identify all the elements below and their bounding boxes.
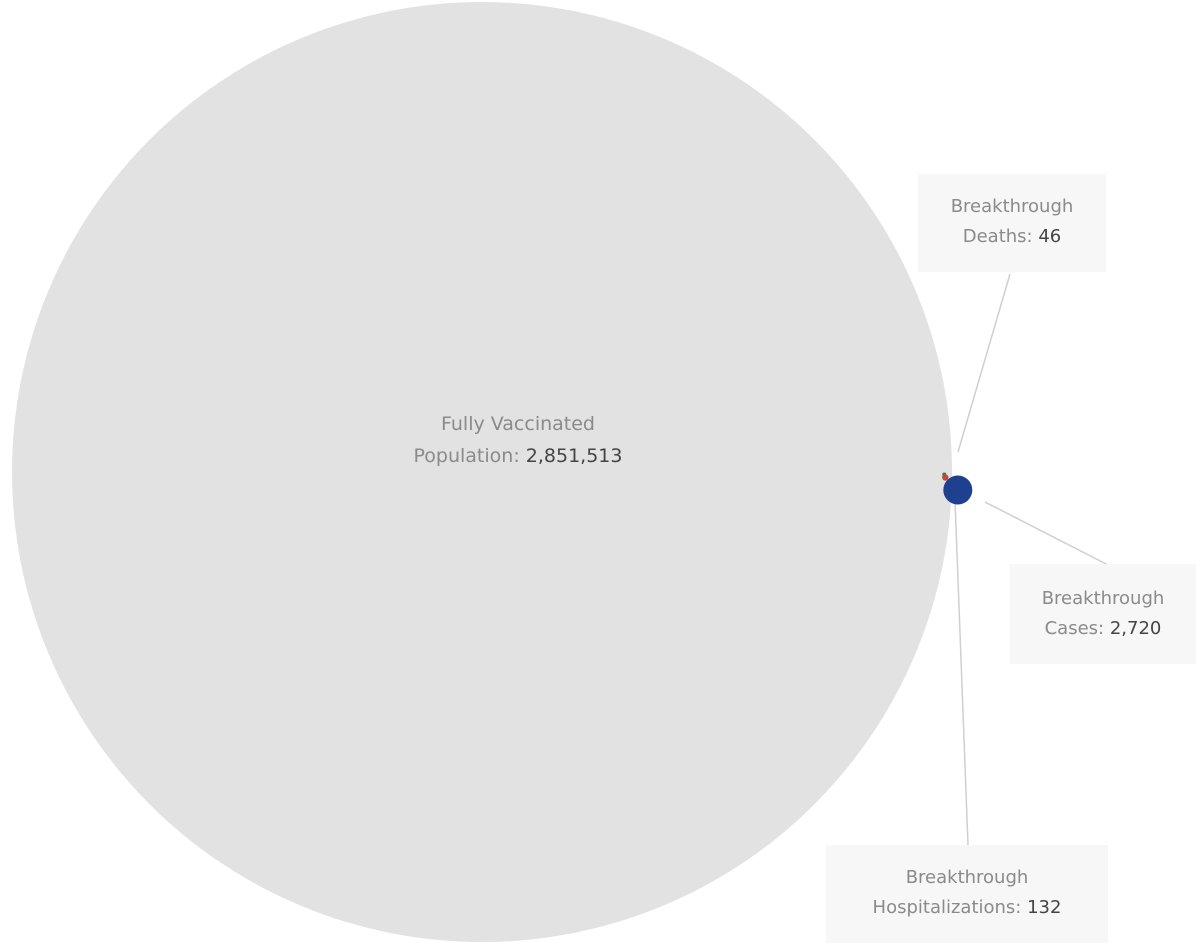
population-label-prefix: Population:: [413, 445, 520, 467]
population-bubble[interactable]: [12, 2, 952, 942]
cases-label-line1: Breakthrough: [1041, 588, 1165, 609]
cases-label-line2: Cases: 2,720: [1010, 614, 1196, 644]
population-label-line2: Population: 2,851,513: [414, 440, 623, 472]
population-label: Fully Vaccinated Population: 2,851,513: [414, 408, 623, 472]
hospitalizations-leader-line: [954, 499, 969, 846]
cases-bubble[interactable]: [943, 475, 973, 505]
hospitalizations-value: 132: [1027, 897, 1062, 918]
hospitalizations-label-line1: Breakthrough: [905, 867, 1029, 888]
population-value: 2,851,513: [525, 445, 623, 467]
cases-value: 2,720: [1109, 618, 1162, 639]
deaths-leader-line: [957, 273, 1011, 453]
deaths-callout: Breakthrough Deaths: 46: [918, 174, 1106, 272]
deaths-label-line2: Deaths: 46: [918, 222, 1106, 252]
cases-callout: Breakthrough Cases: 2,720: [1010, 564, 1196, 664]
deaths-value: 46: [1038, 226, 1062, 247]
cases-label-prefix: Cases:: [1044, 618, 1105, 639]
hospitalizations-callout: Breakthrough Hospitalizations: 132: [826, 845, 1108, 943]
cases-leader-line: [984, 501, 1111, 567]
hospitalizations-bubble[interactable]: [942, 474, 949, 481]
hospitalizations-label-prefix: Hospitalizations:: [872, 897, 1022, 918]
deaths-label-line1: Breakthrough: [950, 196, 1074, 217]
hospitalizations-label-line2: Hospitalizations: 132: [826, 893, 1108, 923]
population-label-line1: Fully Vaccinated: [440, 413, 595, 435]
deaths-label-prefix: Deaths:: [962, 226, 1033, 247]
